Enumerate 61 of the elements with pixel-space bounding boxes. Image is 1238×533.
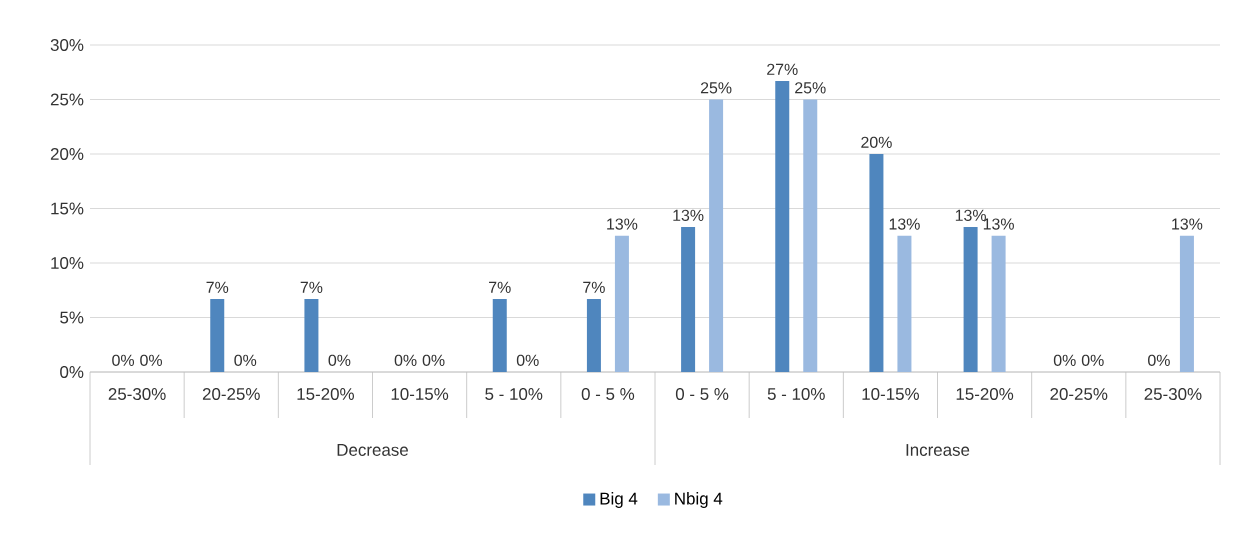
bar: [803, 99, 818, 372]
x-tick-label: 20-25%: [1050, 388, 1108, 401]
data-label: 13%: [889, 218, 920, 230]
legend-label: Nbig 4: [675, 492, 723, 508]
x-tick-label: 10-15%: [862, 388, 920, 401]
x-tick-label: 5 - 10%: [767, 388, 825, 401]
bar: [1179, 235, 1194, 372]
text: Decrease: [337, 444, 408, 456]
x-tick-label: 15-20%: [956, 388, 1014, 401]
data-label: 13%: [1172, 218, 1203, 230]
data-label: 0%: [1081, 354, 1104, 366]
bar: [586, 298, 601, 372]
y-tick-label: 20%: [50, 148, 84, 160]
data-label: 0%: [516, 354, 539, 366]
data-label: 7%: [300, 281, 323, 293]
y-tick-label: 30%: [50, 39, 84, 51]
x-tick-label: 0 - 5 %: [675, 388, 729, 401]
bar: [681, 227, 696, 372]
x-tick-label: 25-30%: [1144, 388, 1202, 401]
x-tick-label: 0 - 5 %: [581, 388, 635, 401]
data-label: 0%: [1148, 354, 1170, 366]
y-tick-label: 10%: [51, 257, 84, 269]
data-label: 13%: [673, 209, 704, 221]
data-label: 7%: [206, 281, 229, 293]
bar: [304, 298, 319, 372]
x-tick-label: 10-15%: [391, 388, 449, 401]
data-label: 27%: [767, 63, 798, 75]
bar: [897, 235, 912, 372]
bar: [991, 235, 1006, 372]
y-tick-label: 5%: [60, 311, 84, 324]
y-tick-label: 25%: [50, 93, 84, 106]
data-label: 0%: [394, 354, 417, 366]
legend-label: Big 4: [600, 492, 638, 508]
x-tick-label: 25-30%: [108, 388, 166, 401]
text: Increase: [906, 444, 970, 456]
data-label: 0%: [234, 354, 257, 366]
x-tick-label: 5 - 10%: [485, 388, 543, 401]
data-label: 0%: [140, 354, 163, 366]
data-label: 20%: [861, 136, 892, 148]
data-label: 25%: [700, 82, 732, 94]
x-tick-label: 15-20%: [297, 388, 355, 401]
data-label: 25%: [795, 82, 826, 94]
y-tick-label: 15%: [51, 202, 84, 215]
data-label: 0%: [422, 354, 445, 366]
bar: [492, 298, 507, 372]
bar: [614, 235, 629, 372]
data-label: 13%: [983, 218, 1014, 230]
bar: [775, 80, 790, 372]
bar: [869, 154, 884, 372]
data-label: 7%: [489, 281, 511, 293]
data-label: 0%: [112, 354, 135, 366]
y-tick-label: 0%: [60, 366, 84, 378]
bar: [963, 227, 978, 372]
bar: [709, 99, 724, 372]
data-label: 13%: [607, 218, 638, 230]
data-label: 0%: [1053, 354, 1076, 366]
x-tick-label: 20-25%: [202, 388, 260, 401]
data-label: 7%: [583, 281, 605, 293]
data-label: 13%: [955, 209, 986, 221]
bar: [210, 298, 225, 372]
data-label: 0%: [328, 354, 351, 366]
